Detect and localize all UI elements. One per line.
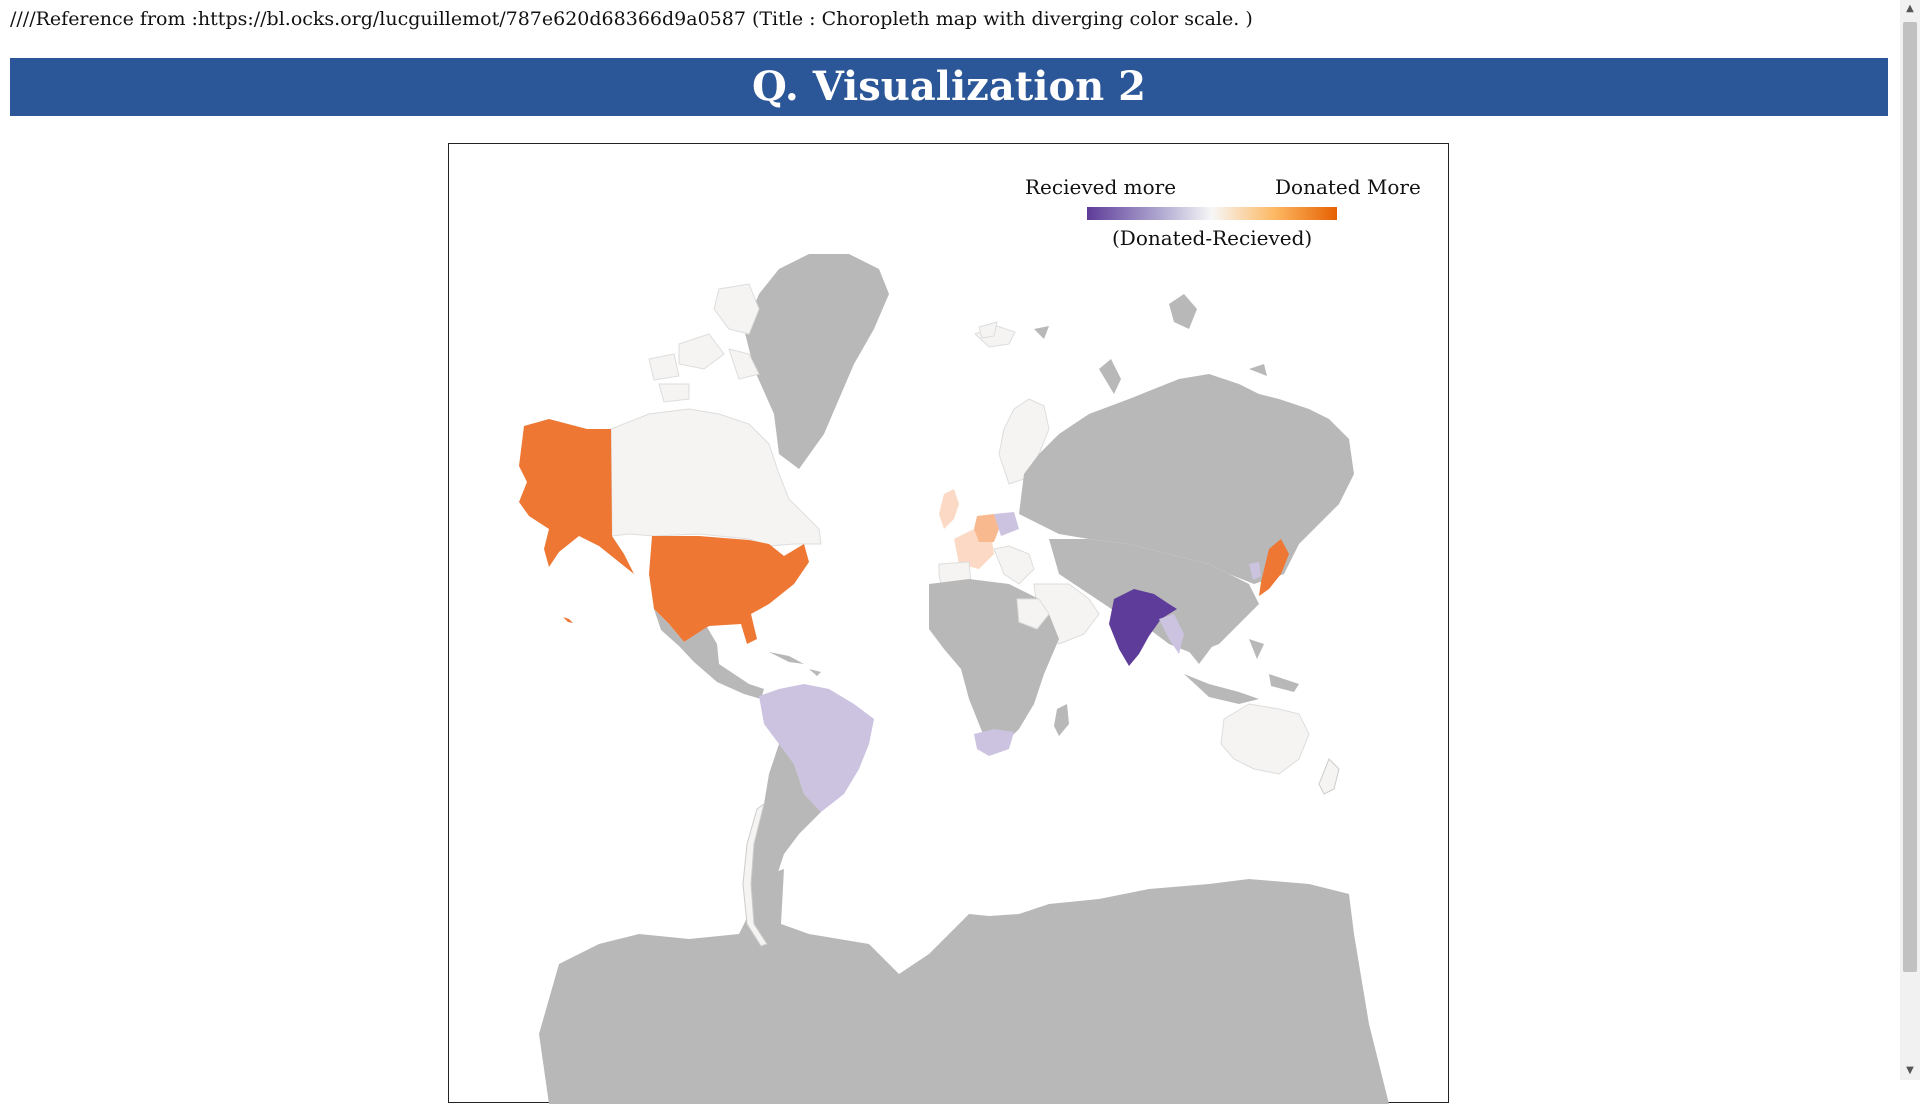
region-alaska[interactable]	[519, 419, 634, 574]
legend-caption: (Donated-Recieved)	[1112, 226, 1313, 250]
region-egypt-sudan[interactable]	[1016, 598, 1050, 630]
region-indonesia[interactable]	[1184, 639, 1299, 704]
region-india[interactable]	[1109, 589, 1177, 666]
region-uk[interactable]	[939, 489, 959, 529]
region-hawaii[interactable]	[563, 617, 573, 623]
reference-text: ////Reference from :https://bl.ocks.org/…	[10, 8, 1253, 30]
scroll-up-arrow-icon[interactable]: ▲	[1906, 3, 1914, 14]
region-south-africa[interactable]	[974, 729, 1014, 756]
world-map[interactable]	[449, 144, 1450, 1104]
region-russia-north-islands[interactable]	[1169, 294, 1267, 376]
legend-donated-label: Donated More	[1275, 175, 1421, 199]
region-madagascar[interactable]	[1054, 704, 1069, 736]
region-greenland[interactable]	[744, 254, 889, 469]
region-mexico[interactable]	[654, 609, 764, 699]
region-south-america-north[interactable]	[759, 684, 874, 812]
region-poland[interactable]	[994, 512, 1019, 536]
region-korea[interactable]	[1249, 562, 1261, 580]
legend-received-label: Recieved more	[1025, 175, 1177, 199]
region-japan[interactable]	[1259, 539, 1289, 596]
map-container: Recieved more Donated More (Donated-Reci…	[448, 143, 1450, 1104]
region-caribbean[interactable]	[769, 652, 821, 676]
region-novaya-zemlya[interactable]	[1034, 326, 1121, 394]
page-title: Q. Visualization 2	[10, 58, 1888, 116]
region-canada-arctic[interactable]	[648, 283, 760, 403]
vertical-scrollbar[interactable]: ▲ ▼	[1900, 0, 1920, 1080]
region-new-zealand[interactable]	[1318, 758, 1340, 795]
region-scandinavia[interactable]	[998, 398, 1050, 485]
region-svalbard[interactable]	[978, 321, 998, 339]
region-australia[interactable]	[1220, 703, 1310, 775]
region-indochina[interactable]	[1184, 614, 1214, 664]
region-southern-europe[interactable]	[993, 545, 1035, 585]
region-antarctic-island[interactable]	[969, 959, 1004, 989]
region-usa[interactable]	[649, 536, 809, 644]
region-antarctica[interactable]	[539, 869, 1389, 1104]
region-southeast-asia[interactable]	[1159, 614, 1184, 654]
scroll-down-arrow-icon[interactable]: ▼	[1906, 1065, 1914, 1076]
region-south-america-south[interactable]	[751, 744, 821, 946]
scrollbar-thumb[interactable]	[1903, 22, 1917, 972]
legend-color-scale	[1087, 207, 1337, 220]
region-chile[interactable]	[742, 802, 768, 947]
region-germany[interactable]	[974, 514, 999, 542]
region-russia-asia[interactable]	[1019, 374, 1354, 584]
